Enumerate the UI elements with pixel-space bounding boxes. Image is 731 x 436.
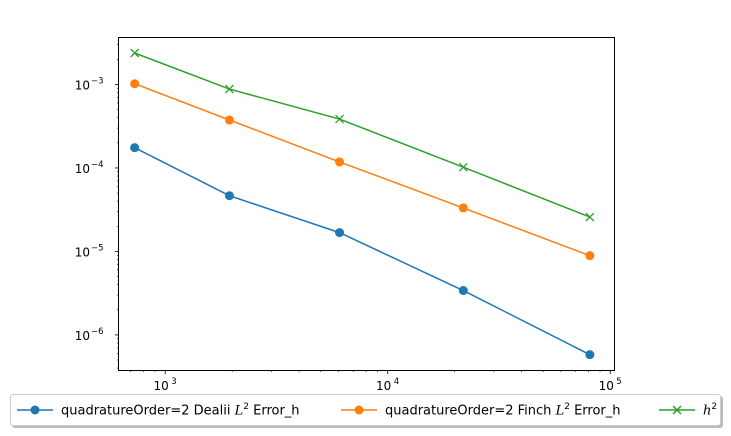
legend-label-h2: h2: [703, 401, 718, 419]
data-point: [458, 162, 468, 172]
y-tick-label: 10: [75, 162, 90, 176]
series-layer: [130, 48, 595, 360]
data-point: [335, 157, 345, 167]
data-point: [335, 228, 345, 238]
data-point: [335, 114, 344, 124]
x-tick-label-exponent: 5: [616, 377, 621, 387]
data-point: [458, 203, 468, 213]
data-point: [224, 115, 234, 125]
plot-frame: [118, 37, 615, 371]
y-tick-label: 10: [75, 329, 90, 343]
data-point: [585, 251, 595, 261]
data-point-stroke: [458, 162, 468, 172]
legend-swatch-circle-icon: [341, 405, 377, 415]
legend-swatch-circle-icon: [17, 405, 53, 415]
series-line-0: [134, 146, 591, 356]
data-point: [585, 212, 595, 222]
data-point: [224, 191, 234, 201]
y-tick-label-exponent: −6: [91, 327, 104, 337]
x-tick-label: 10: [376, 379, 391, 393]
data-point: [585, 350, 595, 360]
series-line-1: [134, 83, 591, 257]
data-point-stroke: [585, 212, 595, 222]
legend-item-dealii: quadratureOrder=2 Dealii L2 Error_h: [17, 395, 300, 425]
data-point: [130, 143, 140, 153]
legend: quadratureOrder=2 Dealii L2 Error_h quad…: [10, 394, 721, 426]
x-tick-label-exponent: 3: [171, 377, 176, 387]
series-line-2: [134, 52, 591, 218]
x-tick-label: 10: [599, 379, 614, 393]
data-point-stroke: [335, 114, 344, 124]
data-point: [130, 79, 140, 89]
x-tick-label: 10: [154, 379, 169, 393]
x-tick-label-exponent: 4: [394, 377, 399, 387]
axis-ticks: 10 3 10 4 10 510 −310 −410 −510 −6: [75, 44, 622, 393]
data-point-stroke: [224, 84, 234, 94]
legend-item-finch: quadratureOrder=2 Finch L2 Error_h: [341, 395, 621, 425]
data-point: [130, 48, 140, 58]
data-point: [224, 84, 234, 94]
data-point-stroke: [130, 48, 140, 58]
y-tick-label: 10: [75, 78, 90, 92]
legend-item-h2: h2: [659, 395, 717, 425]
y-tick-label-exponent: −4: [91, 160, 104, 170]
y-tick-label-exponent: −5: [91, 243, 104, 253]
legend-label-finch: quadratureOrder=2 Finch L2 Error_h: [385, 401, 621, 419]
y-tick-label: 10: [75, 245, 90, 259]
legend-label-dealii: quadratureOrder=2 Dealii L2 Error_h: [61, 401, 300, 419]
legend-swatch-x-icon: [659, 405, 695, 415]
y-tick-label-exponent: −3: [91, 76, 104, 86]
data-point: [458, 286, 468, 296]
